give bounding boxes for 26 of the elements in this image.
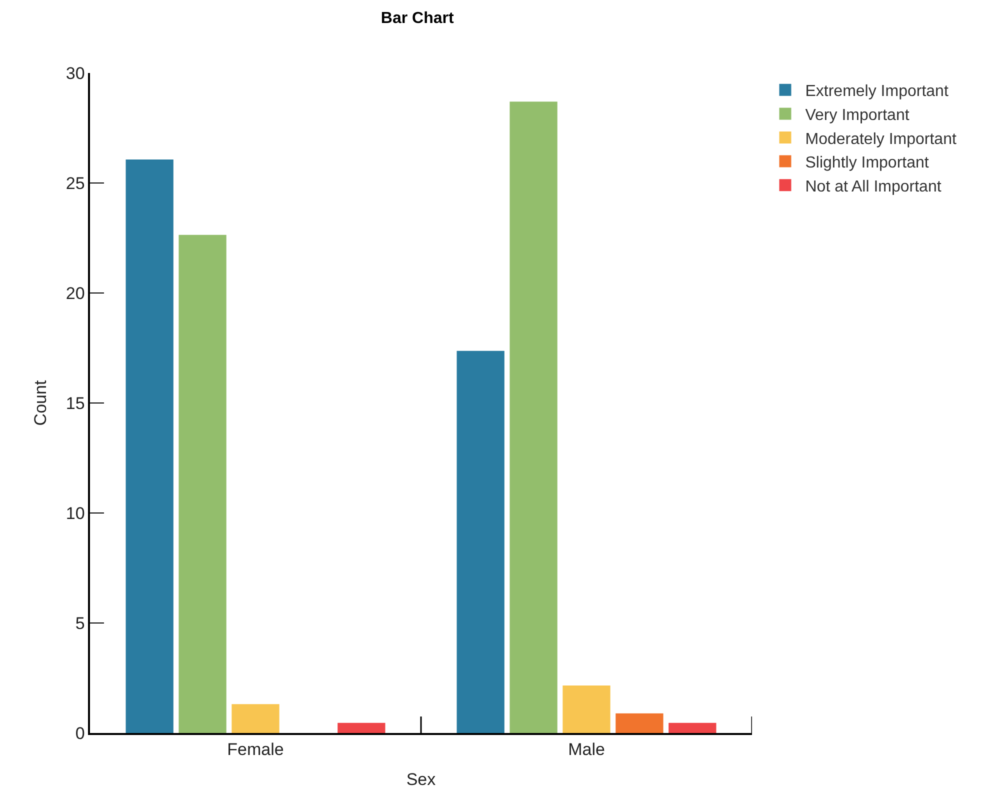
y-tick-label: 0 (75, 724, 85, 743)
y-tick-label: 25 (66, 174, 85, 193)
y-axis-title: Count (30, 380, 50, 426)
legend-label: Not at All Important (805, 178, 942, 196)
y-tick-label: 15 (66, 394, 85, 413)
bar (616, 713, 664, 733)
legend-label: Extremely Important (805, 83, 949, 100)
chart-title: Bar Chart (380, 10, 454, 28)
x-axis-title: Sex (406, 770, 436, 790)
x-tick-label: Male (568, 740, 605, 760)
y-tick-label: 20 (66, 284, 85, 303)
x-tick-label: Female (227, 740, 284, 760)
bar (126, 159, 174, 733)
bar (456, 350, 504, 733)
bar (562, 685, 610, 733)
bar (338, 722, 386, 733)
y-tick-label: 30 (66, 64, 85, 83)
legend-label: Moderately Important (805, 130, 957, 148)
bar (668, 722, 716, 733)
bar (178, 234, 226, 733)
bar (510, 102, 558, 733)
y-tick-label: 5 (75, 614, 85, 633)
y-tick-label: 10 (66, 504, 85, 523)
legend-label: Very Important (805, 106, 910, 124)
bar (232, 704, 280, 733)
legend-label: Slightly Important (805, 154, 930, 172)
